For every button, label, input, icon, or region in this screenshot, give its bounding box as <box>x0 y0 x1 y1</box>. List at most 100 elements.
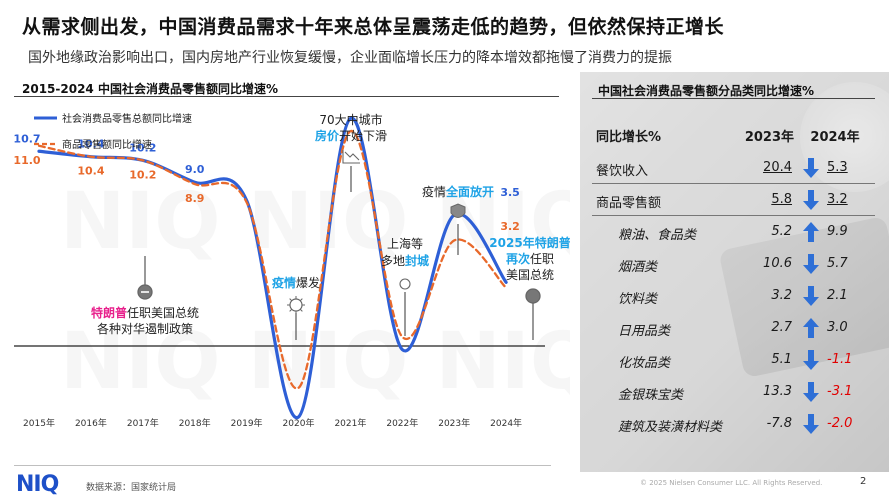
data-source: 数据来源：国家统计局 <box>86 483 177 493</box>
data-label: 10.4 <box>77 165 104 178</box>
data-label: 9.0 <box>185 163 205 176</box>
value-2024: 3.0 <box>827 320 848 335</box>
annotation-text: 疫情全面放开 <box>422 184 494 199</box>
annotation-text: 再次任职 <box>506 251 554 266</box>
value-2024: 5.3 <box>827 160 848 175</box>
annotation-text: 特朗普任职美国总统 <box>91 305 199 320</box>
table-row: 化妆品类 5.1 -1.1 <box>592 344 875 376</box>
annotation-text: 美国总统 <box>506 268 554 282</box>
x-tick-label: 2020年 <box>283 417 315 429</box>
annotation-text: 各种对华遏制政策 <box>97 321 193 336</box>
arrow-down-icon <box>803 190 819 210</box>
category-table-title: 中国社会消费品零售额分品类同比增速% <box>598 84 815 98</box>
table-row: 烟酒类 10.6 5.7 <box>592 248 875 280</box>
series-line-total <box>37 116 508 419</box>
copyright: © 2025 Nielsen Consumer LLC. All Rights … <box>640 479 823 487</box>
annotation-text: 上海等 <box>387 236 423 251</box>
x-tick-label: 2017年 <box>127 417 159 429</box>
column-header: 2023年 <box>744 130 794 145</box>
arrow-down-icon <box>803 286 819 306</box>
category-name: 粮油、食品类 <box>618 228 697 243</box>
arrow-down-icon <box>803 158 819 178</box>
category-name: 金银珠宝类 <box>618 388 684 403</box>
value-2023: 2.7 <box>771 320 792 335</box>
value-2024: -1.1 <box>827 352 853 367</box>
table-header: 同比增长% 2023年 2024年 <box>592 118 875 150</box>
column-header: 2024年 <box>810 130 860 145</box>
annotation-text: 疫情爆发 <box>272 275 320 290</box>
table-row: 商品零售额 5.8 3.2 <box>592 184 875 216</box>
virus-icon <box>399 278 411 290</box>
x-tick-label: 2018年 <box>179 417 211 429</box>
category-name: 商品零售额 <box>596 196 662 211</box>
arrow-down-icon <box>803 254 819 274</box>
arrow-down-icon <box>803 414 819 434</box>
category-name: 烟酒类 <box>618 260 658 275</box>
annotation-text: 70大中城市 <box>319 112 382 127</box>
annotation-text: 多地封城 <box>381 253 429 268</box>
category-name: 饮料类 <box>618 292 658 307</box>
chart-title: 2015-2024 中国社会消费品零售额同比增速% <box>22 82 278 96</box>
category-name: 化妆品类 <box>618 356 671 371</box>
series-line-goods <box>37 130 508 390</box>
value-2023: 5.8 <box>771 192 792 207</box>
value-2023: -7.8 <box>766 416 792 431</box>
value-2024: 9.9 <box>827 224 848 239</box>
value-2024: -2.0 <box>827 416 853 431</box>
value-2024: 2.1 <box>827 288 848 303</box>
background-photo <box>580 72 889 472</box>
arrow-down-icon <box>803 350 819 370</box>
shield-icon <box>450 203 466 218</box>
arrow-up-icon <box>803 318 819 338</box>
table-row: 日用品类 2.7 3.0 <box>592 312 875 344</box>
data-label: 8.9 <box>185 192 205 205</box>
column-header: 同比增长% <box>596 130 662 145</box>
x-tick-label: 2019年 <box>231 417 263 429</box>
x-tick-label: 2015年 <box>23 417 55 429</box>
page-number: 2 <box>860 476 867 487</box>
data-label: 11.0 <box>13 154 40 167</box>
page-subtitle: 国外地缘政治影响出口，国内房地产行业恢复缓慢，企业面临增长压力的降本增效都拖慢了… <box>28 50 672 66</box>
value-2024: 3.2 <box>827 192 848 207</box>
annotation-text: 房价开始下滑 <box>315 128 387 143</box>
category-name: 建筑及装潢材料类 <box>618 420 723 435</box>
legend-entry: 社会消费品零售总额同比增速 <box>62 112 192 125</box>
data-label: 10.2 <box>129 168 156 181</box>
arrow-up-icon <box>803 222 819 242</box>
footer-divider <box>14 465 551 466</box>
dot-icon <box>525 288 541 304</box>
category-name: 日用品类 <box>618 324 671 339</box>
x-tick-label: 2022年 <box>386 417 418 429</box>
chart-title-divider <box>14 96 559 97</box>
page-title: 从需求侧出发，中国消费品需求十年来总体呈震荡走低的趋势，但依然保持正增长 <box>22 16 725 38</box>
table-row: 建筑及装潢材料类 -7.8 -2.0 <box>592 408 875 440</box>
x-tick-label: 2016年 <box>75 417 107 429</box>
table-row: 餐饮收入 20.4 5.3 <box>592 152 875 184</box>
virus-icon <box>289 298 303 312</box>
value-2023: 5.1 <box>771 352 792 367</box>
data-label: 3.2 <box>500 220 520 233</box>
value-2023: 10.6 <box>763 256 792 271</box>
table-row: 饮料类 3.2 2.1 <box>592 280 875 312</box>
arrow-down-icon <box>803 382 819 402</box>
data-label: 10.7 <box>13 132 40 145</box>
annotation-text: 2025年特朗普 <box>489 235 570 250</box>
table-row: 粮油、食品类 5.2 9.9 <box>592 216 875 248</box>
x-tick-label: 2021年 <box>334 417 366 429</box>
legend-entry: 商品零售额同比增速 <box>62 138 152 151</box>
value-2023: 3.2 <box>771 288 792 303</box>
niq-logo: NIQ <box>16 472 59 497</box>
chart-down-icon <box>342 150 360 164</box>
category-name: 餐饮收入 <box>596 164 649 179</box>
data-label: 10.2 <box>129 141 156 154</box>
value-2024: -3.1 <box>827 384 853 399</box>
value-2023: 13.3 <box>763 384 792 399</box>
x-tick-label: 2023年 <box>438 417 470 429</box>
data-label: 3.5 <box>500 186 520 199</box>
x-tick-label: 2024年 <box>490 417 522 429</box>
value-2024: 5.7 <box>827 256 848 271</box>
data-label: 10.4 <box>77 138 104 151</box>
category-table-divider <box>592 98 875 99</box>
table-row: 金银珠宝类 13.3 -3.1 <box>592 376 875 408</box>
